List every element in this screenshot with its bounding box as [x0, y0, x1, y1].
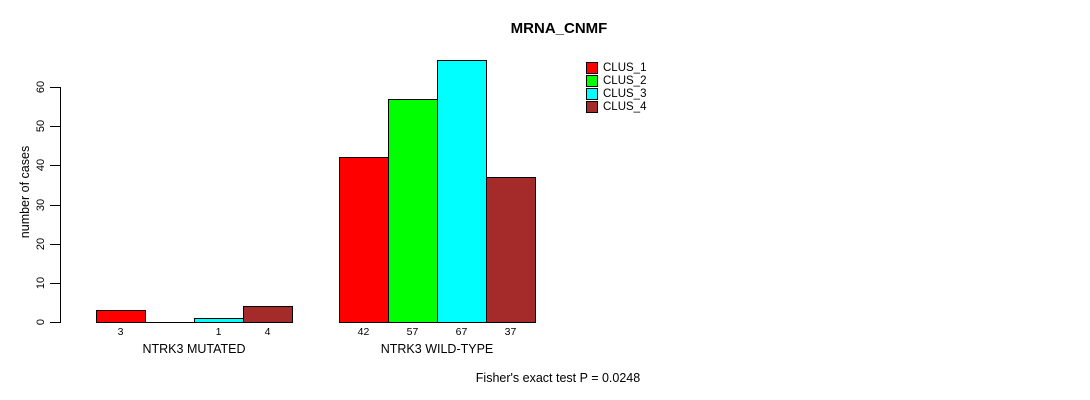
y-tick-mark — [50, 322, 60, 323]
y-tick-mark — [50, 165, 60, 166]
legend-item-clus-2: CLUS_2 — [586, 75, 706, 87]
legend-swatch-clus-3 — [586, 88, 598, 100]
bar-count-label: 57 — [406, 326, 419, 338]
y-tick-label: 40 — [35, 158, 47, 172]
legend-label: CLUS_4 — [603, 101, 647, 113]
bar-count-label: 37 — [504, 326, 517, 338]
y-tick-label: 60 — [35, 80, 47, 94]
y-tick-label: 20 — [35, 237, 47, 251]
y-axis-line — [60, 87, 61, 323]
bar-count-label: 1 — [215, 326, 222, 338]
legend-swatch-clus-1 — [586, 62, 598, 74]
bar-count-label: 4 — [264, 326, 271, 338]
legend-swatch-clus-4 — [586, 101, 598, 113]
y-tick-label: 30 — [35, 198, 47, 212]
category-label-ntrk3-wild-type: NTRK3 WILD-TYPE — [380, 342, 494, 356]
y-tick-mark — [50, 205, 60, 206]
legend: CLUS_1 CLUS_2 CLUS_3 CLUS_4 — [586, 62, 706, 114]
y-tick-label: 50 — [35, 119, 47, 133]
bar-count-label: 3 — [117, 326, 124, 338]
y-tick-label: 10 — [35, 276, 47, 290]
bar-clus-4-ntrk3-wild-type — [486, 177, 536, 323]
bar-clus-1-ntrk3-mutated — [96, 310, 146, 323]
fisher-test-annotation: Fisher's exact test P = 0.0248 — [475, 371, 641, 385]
legend-label: CLUS_1 — [603, 62, 647, 74]
legend-label: CLUS_2 — [603, 75, 647, 87]
legend-label: CLUS_3 — [603, 88, 647, 100]
bar-clus-3-ntrk3-wild-type — [437, 60, 487, 323]
legend-item-clus-3: CLUS_3 — [586, 88, 706, 100]
bar-count-label: 67 — [455, 326, 468, 338]
legend-swatch-clus-2 — [586, 75, 598, 87]
category-label-ntrk3-mutated: NTRK3 MUTATED — [142, 342, 246, 356]
bar-clus-1-ntrk3-wild-type — [339, 157, 389, 323]
y-tick-mark — [50, 244, 60, 245]
bar-clus-2-ntrk3-wild-type — [388, 99, 438, 323]
chart-title: MRNA_CNMF — [510, 20, 608, 37]
bar-clus-3-ntrk3-mutated — [194, 318, 244, 323]
y-tick-label: 0 — [35, 318, 47, 326]
bar-count-label: 42 — [357, 326, 370, 338]
bar-clus-4-ntrk3-mutated — [243, 306, 293, 323]
y-tick-mark — [50, 87, 60, 88]
legend-item-clus-4: CLUS_4 — [586, 101, 706, 113]
legend-item-clus-1: CLUS_1 — [586, 62, 706, 74]
y-tick-mark — [50, 126, 60, 127]
y-tick-mark — [50, 283, 60, 284]
